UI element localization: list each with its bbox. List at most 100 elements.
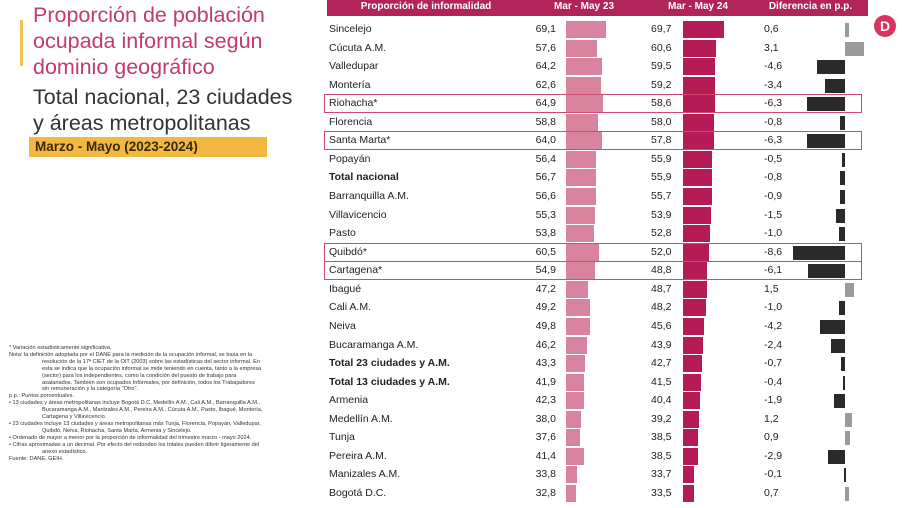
bar-mar-may-24	[683, 299, 707, 317]
value-mar-may-23: 69,1	[535, 23, 556, 35]
bar-difference	[819, 319, 845, 334]
value-mar-may-24: 59,5	[651, 60, 672, 73]
row-label-region: Pereira A.M.	[329, 449, 387, 462]
footnote-line: • Cifras aproximadas a un decimal. Por e…	[9, 441, 260, 448]
bar-mar-may-24	[683, 188, 713, 206]
bar-difference	[840, 357, 845, 372]
bar-difference	[836, 208, 845, 223]
bar-mar-may-24	[683, 355, 702, 373]
value-mar-may-24: 41,5	[651, 375, 672, 388]
value-mar-may-23: 41,9	[535, 375, 556, 388]
bar-difference	[839, 301, 845, 316]
value-mar-may-23: 37,6	[535, 431, 556, 444]
bar-mar-may-23	[566, 466, 578, 484]
row-label-region: Medellín A.M.	[329, 412, 393, 425]
row-label-region: Riohacha*	[329, 97, 378, 110]
bar-mar-may-24	[683, 485, 695, 502]
bar-mar-may-23	[566, 336, 588, 354]
bar-mar-may-23	[566, 262, 595, 280]
bar-mar-may-24	[683, 262, 707, 280]
bar-difference	[842, 152, 845, 167]
value-difference: 1,2	[764, 412, 779, 425]
value-difference: -1,5	[764, 208, 783, 221]
row-label-region: Cali A.M.	[329, 301, 372, 314]
footnote-line: anexo estadístico.	[42, 448, 88, 455]
value-mar-may-24: 48,7	[651, 282, 672, 295]
value-mar-may-24: 52,0	[651, 245, 672, 258]
value-mar-may-24: 48,8	[651, 264, 672, 277]
bar-difference	[817, 60, 845, 75]
value-mar-may-23: 57,6	[535, 41, 556, 54]
bar-mar-may-24	[683, 150, 713, 168]
value-difference: -8,6	[764, 245, 783, 258]
row-label-region: Barranquilla A.M.	[329, 190, 409, 203]
bar-mar-may-23	[566, 280, 589, 298]
title-line-2: ocupada informal según	[33, 29, 263, 53]
value-mar-may-24: 60,6	[651, 41, 672, 54]
footnote-line: Cartagena y Villavicencio.	[42, 414, 107, 421]
highlight-box	[324, 261, 862, 281]
bar-mar-may-23	[566, 132, 603, 150]
value-mar-may-24: 57,8	[651, 134, 672, 147]
title-line-1: Proporción de población	[33, 3, 265, 27]
value-difference: -6,3	[764, 134, 783, 147]
value-mar-may-24: 53,9	[651, 208, 672, 221]
value-difference: 0,7	[764, 487, 779, 499]
row-label-region: Quibdó*	[329, 245, 367, 258]
row-label-region: Manizales A.M.	[329, 468, 401, 481]
bar-mar-may-23	[566, 392, 585, 410]
bar-mar-may-23	[566, 243, 600, 261]
bar-mar-may-23	[566, 447, 584, 465]
bar-mar-may-24	[683, 225, 710, 243]
value-mar-may-23: 43,3	[535, 357, 556, 370]
bar-mar-may-24	[683, 76, 716, 94]
bar-difference	[845, 282, 854, 297]
bar-difference	[807, 134, 845, 149]
subtitle-line-1: Total nacional, 23 ciudades	[33, 85, 293, 109]
dane-logo-icon: D	[874, 15, 896, 37]
bar-mar-may-23	[566, 299, 590, 317]
value-difference: -0,9	[764, 190, 783, 203]
row-label-region: Bucaramanga A.M.	[329, 338, 419, 351]
title-line-3: dominio geográfico	[33, 55, 215, 79]
value-mar-may-24: 40,4	[651, 394, 672, 407]
value-difference: -0,8	[764, 115, 783, 128]
value-difference: 0,6	[764, 23, 779, 35]
row-label-region: Florencia	[329, 115, 373, 128]
bar-mar-may-23	[566, 113, 598, 131]
bar-difference	[793, 245, 845, 260]
bar-difference	[842, 375, 845, 390]
bar-difference	[827, 449, 845, 464]
row-label-region: Cartagena*	[329, 264, 383, 277]
bar-mar-may-23	[566, 76, 601, 94]
bar-mar-may-23	[566, 188, 596, 206]
value-difference: -4,6	[764, 60, 783, 73]
value-mar-may-23: 53,8	[535, 227, 556, 240]
bar-mar-may-24	[683, 206, 711, 224]
row-label-region: Neiva	[329, 319, 356, 332]
value-mar-may-24: 59,2	[651, 78, 672, 91]
value-mar-may-24: 55,9	[651, 171, 672, 184]
bar-difference	[830, 338, 845, 353]
period-badge: Marzo - Mayo (2023-2024)	[29, 137, 267, 157]
value-mar-may-23: 47,2	[535, 282, 556, 295]
bar-mar-may-23	[566, 355, 586, 373]
bar-mar-may-23	[566, 95, 603, 113]
subtitle-line-2: y áreas metropolitanas	[33, 111, 251, 135]
footnote-line: Bucaramanga A.M., Manizales A.M., Pereir…	[42, 407, 263, 414]
chart-subtitle: Total nacional, 23 ciudades y áreas metr…	[33, 84, 323, 136]
value-difference: -0,7	[764, 357, 783, 370]
bar-mar-may-23	[566, 429, 581, 447]
value-difference: -3,4	[764, 78, 783, 91]
footnote-line: * Variación estadísticamente significati…	[9, 345, 112, 351]
value-difference: 1,5	[764, 282, 779, 295]
footnote-line: (sector) para los independientes, como l…	[42, 372, 237, 379]
bar-difference	[845, 487, 850, 501]
bar-difference	[840, 171, 845, 186]
row-label-region: Tunja	[329, 431, 355, 444]
bar-mar-may-23	[566, 317, 591, 335]
value-mar-may-24: 33,5	[651, 487, 672, 499]
bar-mar-may-23	[566, 21, 607, 38]
value-mar-may-23: 60,5	[535, 245, 556, 258]
row-label-region: Total nacional	[329, 171, 399, 184]
